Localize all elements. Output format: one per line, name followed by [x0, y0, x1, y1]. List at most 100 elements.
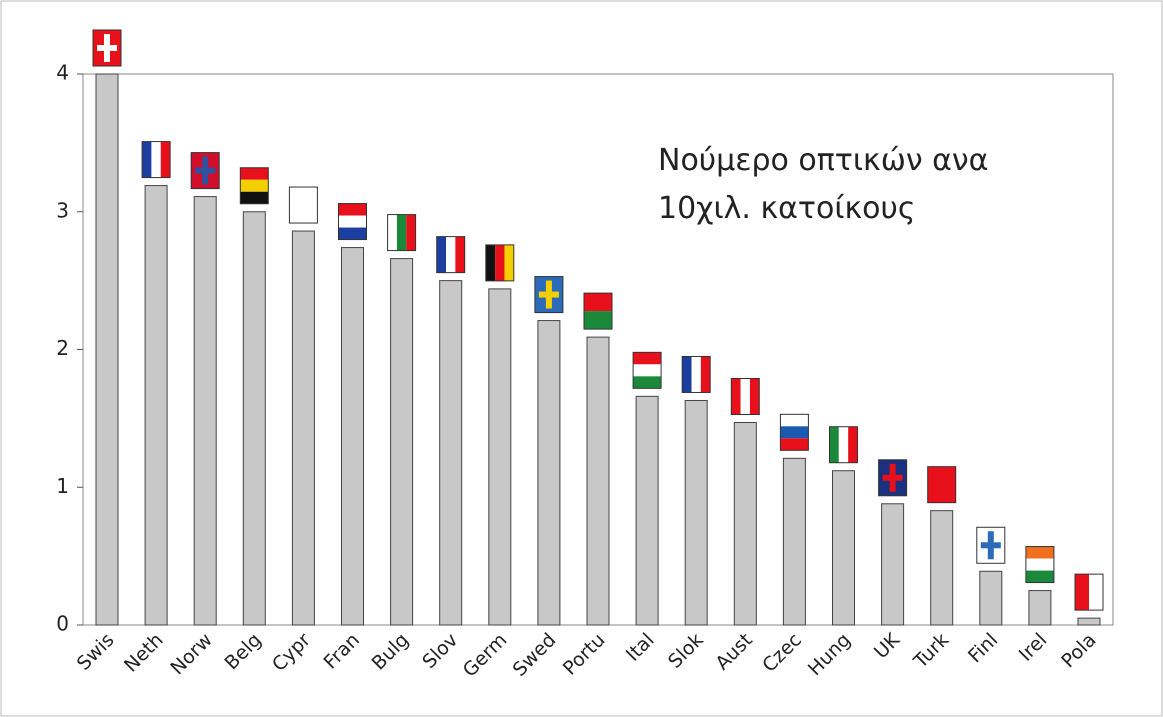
flag	[927, 466, 957, 504]
flag-part	[151, 141, 161, 178]
bar	[488, 288, 512, 626]
flag-border	[730, 378, 760, 416]
flag	[583, 292, 613, 330]
flag-part	[1089, 574, 1103, 611]
flag-part	[780, 426, 809, 439]
flag-border	[288, 186, 318, 224]
flag-part	[691, 356, 701, 393]
flag	[92, 29, 122, 67]
flag-part	[436, 236, 447, 273]
flag-part	[504, 244, 514, 281]
bar	[144, 185, 168, 626]
flag-border	[927, 466, 957, 504]
flag-part	[838, 426, 849, 463]
flag	[730, 378, 760, 416]
flag	[779, 413, 809, 451]
flag-part	[633, 364, 662, 377]
flag-part	[289, 187, 318, 224]
flag	[288, 186, 318, 224]
bar	[242, 211, 266, 626]
bar	[439, 280, 463, 626]
flag-part	[1025, 546, 1054, 559]
flag	[878, 459, 908, 497]
flag-part	[584, 293, 612, 312]
bar	[1077, 617, 1101, 626]
flag-part	[633, 376, 662, 389]
flag-part	[387, 214, 397, 251]
annotation: 10χιλ. κατοίκους	[658, 191, 916, 226]
flag-part	[495, 244, 505, 281]
flag-border	[338, 203, 367, 241]
flag-border	[583, 292, 613, 330]
flag	[141, 141, 171, 179]
bar	[684, 399, 708, 626]
bar	[95, 73, 119, 626]
flag	[190, 152, 220, 190]
flag-part	[396, 214, 407, 251]
y-tick-label: 0	[56, 612, 69, 636]
bar	[1028, 590, 1052, 626]
flag-border	[1074, 573, 1104, 611]
flag	[239, 167, 269, 205]
flag-part	[97, 45, 117, 51]
flag-part	[406, 214, 416, 251]
flag-part	[829, 426, 839, 463]
flag	[681, 355, 711, 393]
bar	[881, 503, 905, 626]
flag-part	[780, 438, 809, 451]
y-tick-label: 1	[56, 474, 69, 498]
y-tick-label: 4	[56, 61, 69, 85]
bar	[782, 457, 806, 626]
flag-border	[190, 152, 220, 190]
flag-border	[878, 459, 908, 497]
bar	[537, 320, 561, 626]
bar	[341, 247, 364, 626]
flag-border	[534, 276, 564, 314]
flag-border	[976, 526, 1006, 564]
flag-part	[633, 352, 662, 365]
bar	[390, 258, 414, 626]
flag-part	[195, 167, 216, 174]
flag-border	[92, 29, 122, 67]
flag-part	[682, 356, 692, 393]
flag-part	[980, 542, 1001, 549]
flag-part	[446, 236, 456, 273]
flag-part	[142, 141, 152, 178]
bar	[979, 570, 1003, 626]
flag	[632, 351, 662, 389]
flag-border	[436, 236, 466, 274]
y-tick-label: 3	[56, 198, 69, 222]
flag-part	[240, 191, 269, 204]
flag-part	[882, 474, 903, 481]
flag-part	[240, 167, 269, 180]
flag-part	[749, 378, 760, 415]
flag-border	[829, 426, 858, 464]
flag-part	[1025, 558, 1054, 571]
flag	[338, 203, 367, 241]
flag-part	[700, 356, 711, 393]
flag-part	[927, 466, 956, 503]
flag	[387, 214, 417, 252]
bar	[291, 230, 315, 626]
bar	[586, 336, 610, 626]
flag-part	[1075, 574, 1089, 611]
flag-part	[240, 179, 269, 192]
flag-part	[338, 215, 367, 228]
flag-border	[779, 413, 809, 451]
flag-part	[455, 236, 465, 273]
annotation: Νούμερο οπτικών ανα	[658, 143, 988, 178]
flag-part	[740, 378, 750, 415]
flag	[976, 526, 1006, 564]
bar	[930, 510, 954, 626]
flag	[485, 244, 515, 282]
flag-part	[731, 378, 741, 415]
flag-part	[338, 227, 367, 240]
flag-part	[485, 244, 496, 281]
flag-part	[780, 414, 809, 427]
bar	[193, 196, 217, 626]
flag-part	[338, 203, 367, 216]
flag-border	[387, 214, 417, 252]
flag-border	[239, 167, 269, 205]
flag-border	[141, 141, 171, 179]
